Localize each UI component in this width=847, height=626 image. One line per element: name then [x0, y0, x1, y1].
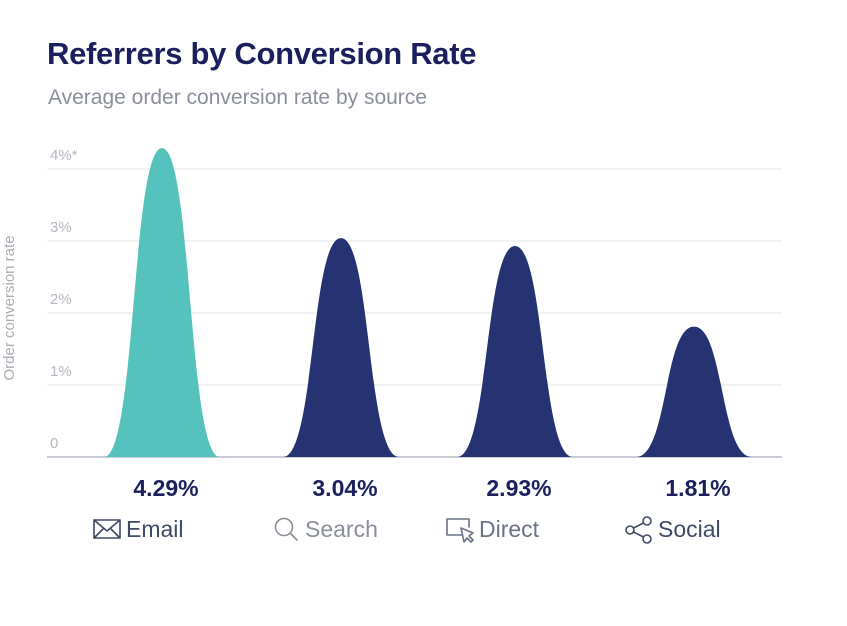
category-search: Search: [274, 516, 378, 542]
data-label-social: 1.81%: [665, 475, 730, 501]
data-labels: 4.29% 3.04% 2.93% 1.81%: [133, 475, 730, 501]
y-tick-label: 0: [50, 435, 58, 452]
y-tick-label: 1%: [50, 363, 72, 380]
data-label-email: 4.29%: [133, 475, 198, 501]
cursor-click-icon: [446, 518, 474, 543]
chart-title: Referrers by Conversion Rate: [47, 36, 477, 71]
category-label: Social: [658, 516, 721, 542]
y-tick-label: 3%: [50, 219, 72, 236]
category-label: Direct: [479, 516, 540, 542]
category-labels: Email Search Direct Social: [93, 516, 721, 544]
chart-subtitle: Average order conversion rate by source: [48, 86, 427, 109]
category-social: Social: [625, 516, 721, 544]
category-email: Email: [93, 516, 184, 542]
data-label-search: 3.04%: [312, 475, 377, 501]
category-label: Email: [126, 516, 184, 542]
data-label-direct: 2.93%: [486, 475, 551, 501]
peak-search: [283, 238, 399, 457]
peak-social: [636, 326, 752, 457]
share-icon: [625, 516, 652, 544]
category-label: Search: [305, 516, 378, 542]
peak-direct: [457, 246, 573, 457]
peak-email: [104, 148, 220, 457]
search-icon: [274, 517, 298, 541]
y-tick-label: 2%: [50, 291, 72, 308]
y-axis-label: Order conversion rate: [1, 235, 18, 380]
category-direct: Direct: [446, 516, 540, 543]
y-tick-label: 4%*: [50, 147, 78, 164]
y-tick-labels: 0 1% 2% 3% 4%*: [50, 147, 78, 452]
chart-peaks: [104, 148, 752, 457]
envelope-icon: [93, 519, 121, 539]
